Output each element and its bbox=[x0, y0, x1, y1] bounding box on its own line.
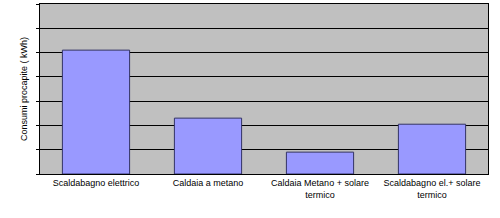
svg-text:Caldaia Metano + solaretermico: Caldaia Metano + solaretermico bbox=[271, 178, 369, 200]
svg-text:Consumi procapite ( kWh): Consumi procapite ( kWh) bbox=[19, 37, 29, 141]
svg-text:Scaldabagno elettrico: Scaldabagno elettrico bbox=[53, 178, 140, 188]
svg-text:Scaldabagno el.+ solaretermico: Scaldabagno el.+ solaretermico bbox=[384, 178, 481, 200]
svg-text:Caldaia a metano: Caldaia a metano bbox=[173, 178, 244, 188]
